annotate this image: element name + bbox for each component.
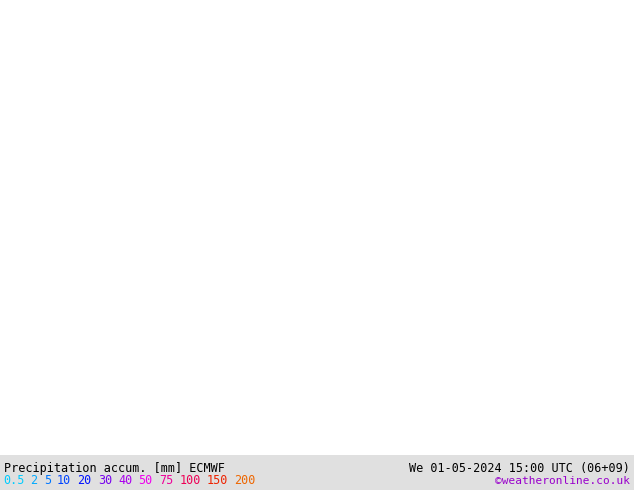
Text: 40: 40	[118, 474, 133, 488]
Text: We 01-05-2024 15:00 UTC (06+09): We 01-05-2024 15:00 UTC (06+09)	[409, 462, 630, 475]
Text: 5: 5	[44, 474, 51, 488]
Text: 20: 20	[77, 474, 92, 488]
Text: 30: 30	[98, 474, 112, 488]
Text: 0.5: 0.5	[3, 474, 24, 488]
Text: 200: 200	[235, 474, 256, 488]
Text: 100: 100	[179, 474, 201, 488]
Text: 2: 2	[30, 474, 38, 488]
Text: 10: 10	[57, 474, 71, 488]
Text: 75: 75	[159, 474, 173, 488]
Text: 50: 50	[139, 474, 153, 488]
Text: ©weatheronline.co.uk: ©weatheronline.co.uk	[495, 476, 630, 486]
Text: Precipitation accum. [mm] ECMWF: Precipitation accum. [mm] ECMWF	[4, 462, 225, 475]
Text: 150: 150	[207, 474, 228, 488]
